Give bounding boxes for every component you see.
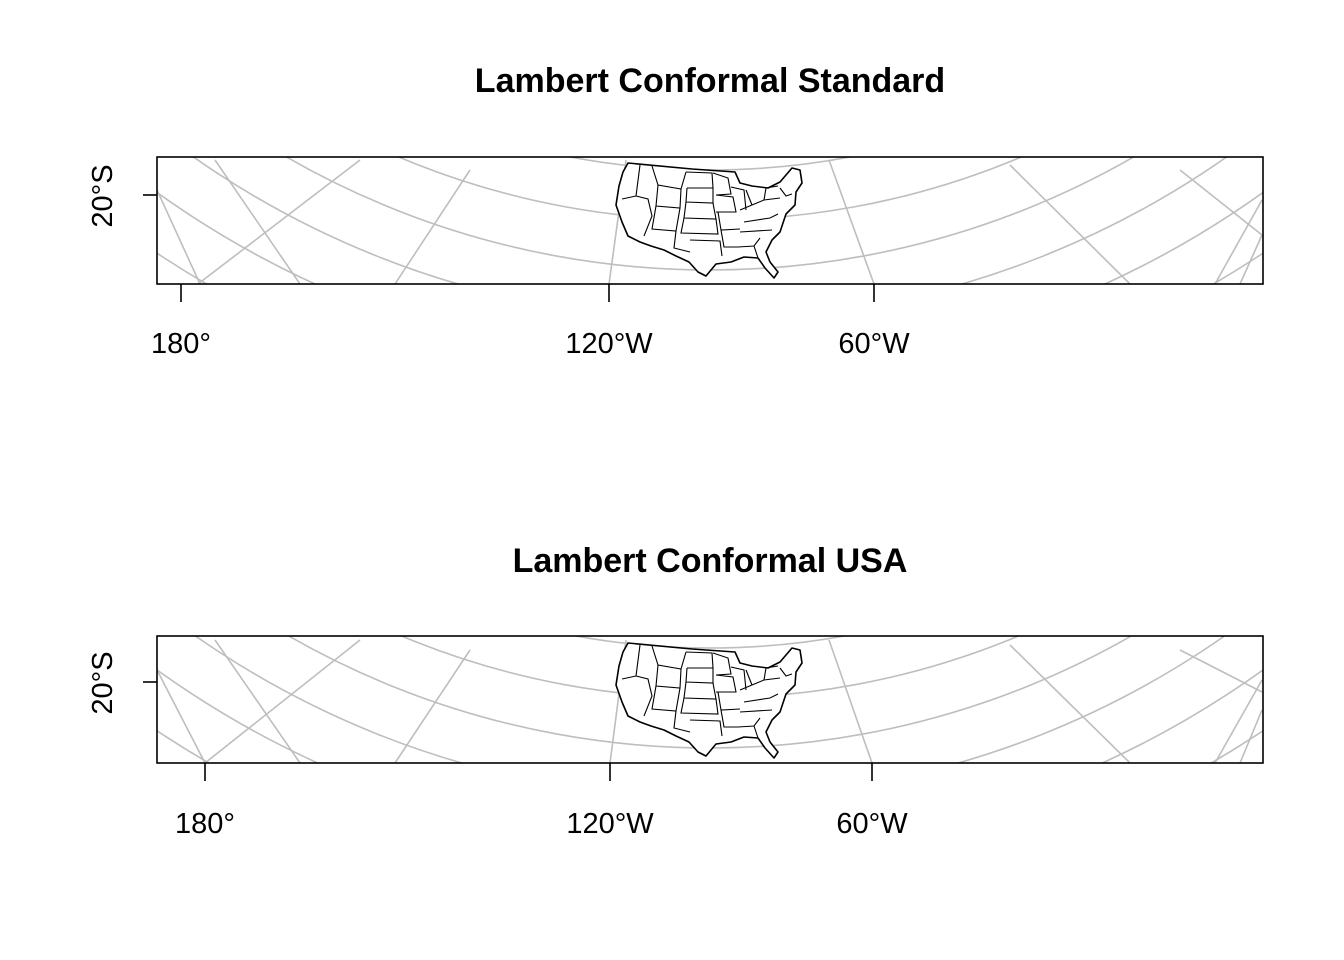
graticule: [157, 157, 1263, 284]
usa-state-borders: [621, 164, 793, 259]
y-tick-label: 20°S: [87, 164, 119, 227]
x-tick-label: 60°W: [836, 808, 908, 840]
graticule-parallels: [157, 157, 1263, 284]
panel-title: Lambert Conformal Standard: [475, 62, 945, 100]
usa-outline: [615, 642, 803, 759]
usa-outline: [615, 162, 803, 279]
map-frame: [156, 635, 1264, 764]
panel-title: Lambert Conformal USA: [513, 542, 908, 580]
usa-state-borders: [621, 644, 793, 739]
graticule-meridians: [157, 639, 1263, 763]
panel-standard: Lambert Conformal Standard: [87, 62, 1264, 360]
y-tick-label: 20°S: [87, 651, 119, 714]
x-tick-label: 180°: [175, 808, 235, 840]
usa-map: [615, 162, 803, 279]
graticule-meridians: [157, 159, 1263, 284]
x-tick-label: 120°W: [566, 808, 654, 840]
x-tick-label: 60°W: [838, 328, 910, 360]
map-frame: [156, 156, 1264, 285]
x-tick-label: 180°: [151, 328, 211, 360]
usa-map: [615, 642, 803, 759]
x-tick-label: 120°W: [565, 328, 653, 360]
